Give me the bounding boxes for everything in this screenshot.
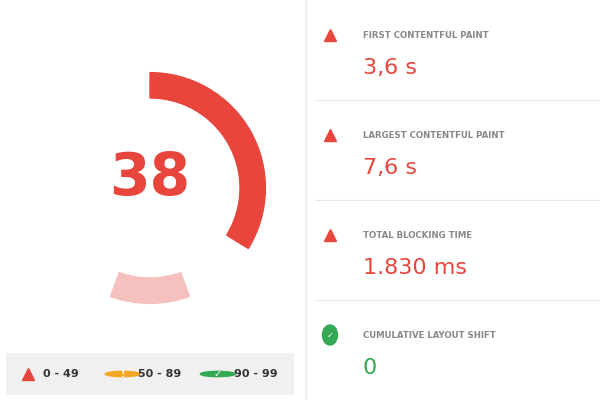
Text: 50 - 89: 50 - 89	[139, 369, 182, 379]
Text: FIRST CONTENTFUL PAINT: FIRST CONTENTFUL PAINT	[363, 30, 488, 40]
Circle shape	[200, 371, 235, 377]
Text: 90 - 99: 90 - 99	[233, 369, 277, 379]
Text: 38: 38	[109, 150, 191, 207]
Text: 7,6 s: 7,6 s	[363, 158, 417, 178]
Text: 0 - 49: 0 - 49	[43, 369, 79, 379]
Circle shape	[323, 325, 337, 345]
Text: 1.830 ms: 1.830 ms	[363, 258, 467, 278]
Circle shape	[106, 371, 140, 377]
Text: 3,6 s: 3,6 s	[363, 58, 417, 78]
Text: LARGEST CONTENTFUL PAINT: LARGEST CONTENTFUL PAINT	[363, 130, 505, 140]
FancyBboxPatch shape	[3, 353, 297, 395]
Text: CUMULATIVE LAYOUT SHIFT: CUMULATIVE LAYOUT SHIFT	[363, 330, 496, 340]
Text: ✓: ✓	[214, 369, 222, 379]
Wedge shape	[110, 272, 190, 303]
Text: TOTAL BLOCKING TIME: TOTAL BLOCKING TIME	[363, 230, 472, 240]
Text: !: !	[121, 369, 125, 379]
Wedge shape	[150, 73, 265, 248]
Text: 0: 0	[363, 358, 377, 378]
Text: ✓: ✓	[326, 330, 334, 340]
